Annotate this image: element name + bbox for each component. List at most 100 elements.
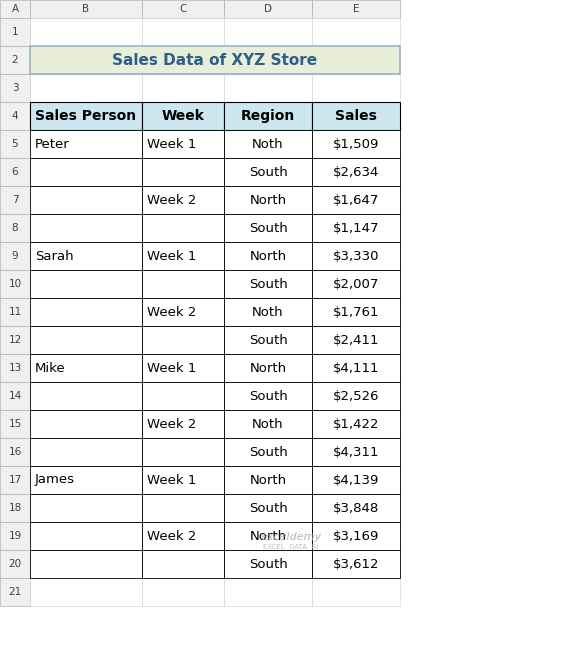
Bar: [224, 270, 312, 298]
Bar: [0, 214, 30, 242]
Text: Noth: Noth: [252, 306, 284, 318]
Bar: [0, 578, 30, 606]
Bar: [224, 298, 312, 326]
Text: Week 1: Week 1: [147, 474, 196, 486]
Bar: [312, 550, 400, 578]
Bar: [142, 410, 224, 438]
Text: $3,612: $3,612: [333, 557, 379, 570]
Bar: [224, 74, 312, 102]
Text: Sarah: Sarah: [35, 249, 74, 262]
Text: South: South: [248, 557, 287, 570]
Text: South: South: [248, 165, 287, 178]
Bar: [30, 158, 142, 186]
Bar: [142, 298, 224, 326]
Bar: [224, 130, 312, 158]
Text: 12: 12: [8, 335, 21, 345]
Text: 10: 10: [9, 279, 21, 289]
Bar: [30, 74, 142, 102]
Bar: [30, 102, 142, 130]
Text: North: North: [250, 249, 287, 262]
Bar: [142, 410, 224, 438]
Bar: [312, 550, 400, 578]
Bar: [0, 354, 30, 382]
Text: $1,147: $1,147: [333, 222, 379, 234]
Bar: [142, 46, 224, 74]
Text: Week 1: Week 1: [147, 138, 196, 151]
Bar: [224, 354, 312, 382]
Bar: [224, 46, 312, 74]
Bar: [312, 270, 400, 298]
Bar: [0, 0, 30, 18]
Bar: [30, 270, 142, 298]
Bar: [224, 130, 312, 158]
Bar: [30, 130, 142, 158]
Bar: [30, 494, 142, 522]
Bar: [0, 326, 30, 354]
Text: 8: 8: [12, 223, 19, 233]
Bar: [30, 354, 142, 382]
Bar: [30, 522, 142, 550]
Bar: [224, 326, 312, 354]
Text: Sales Data of XYZ Store: Sales Data of XYZ Store: [112, 52, 317, 67]
Bar: [312, 214, 400, 242]
Bar: [142, 270, 224, 298]
Bar: [142, 382, 224, 410]
Text: $1,761: $1,761: [333, 306, 379, 318]
Bar: [142, 522, 224, 550]
Text: B: B: [82, 4, 90, 14]
Bar: [312, 242, 400, 270]
Text: 4: 4: [12, 111, 19, 121]
Bar: [224, 494, 312, 522]
Bar: [312, 214, 400, 242]
Bar: [142, 186, 224, 214]
Bar: [224, 382, 312, 410]
Bar: [30, 186, 142, 214]
Text: Sales: Sales: [335, 109, 377, 123]
Text: $2,007: $2,007: [333, 278, 379, 291]
Bar: [224, 438, 312, 466]
Bar: [30, 326, 142, 354]
Bar: [224, 410, 312, 438]
Bar: [30, 466, 142, 494]
Text: South: South: [248, 333, 287, 346]
Text: Week 1: Week 1: [147, 249, 196, 262]
Bar: [0, 438, 30, 466]
Text: 3: 3: [12, 83, 19, 93]
Text: $1,509: $1,509: [333, 138, 379, 151]
Text: 20: 20: [9, 559, 21, 569]
Bar: [142, 242, 224, 270]
Bar: [224, 578, 312, 606]
Bar: [142, 186, 224, 214]
Text: Week 1: Week 1: [147, 362, 196, 375]
Bar: [312, 522, 400, 550]
Text: 16: 16: [8, 447, 21, 457]
Text: Peter: Peter: [35, 138, 69, 151]
Text: $4,311: $4,311: [333, 446, 379, 459]
Bar: [224, 270, 312, 298]
Bar: [30, 466, 142, 494]
Bar: [312, 578, 400, 606]
Bar: [312, 298, 400, 326]
Bar: [30, 438, 142, 466]
Bar: [224, 466, 312, 494]
Text: Week 2: Week 2: [147, 530, 196, 543]
Text: $2,634: $2,634: [333, 165, 379, 178]
Text: 5: 5: [12, 139, 19, 149]
Text: $1,647: $1,647: [333, 194, 379, 207]
Text: North: North: [250, 362, 287, 375]
Bar: [142, 550, 224, 578]
Bar: [142, 74, 224, 102]
Bar: [0, 270, 30, 298]
Bar: [30, 522, 142, 550]
Bar: [142, 158, 224, 186]
Bar: [30, 242, 142, 270]
Text: $3,330: $3,330: [333, 249, 379, 262]
Text: 17: 17: [8, 475, 21, 485]
Bar: [0, 410, 30, 438]
Bar: [142, 214, 224, 242]
Bar: [224, 18, 312, 46]
Bar: [312, 326, 400, 354]
Bar: [312, 438, 400, 466]
Bar: [0, 298, 30, 326]
Text: Week: Week: [162, 109, 204, 123]
